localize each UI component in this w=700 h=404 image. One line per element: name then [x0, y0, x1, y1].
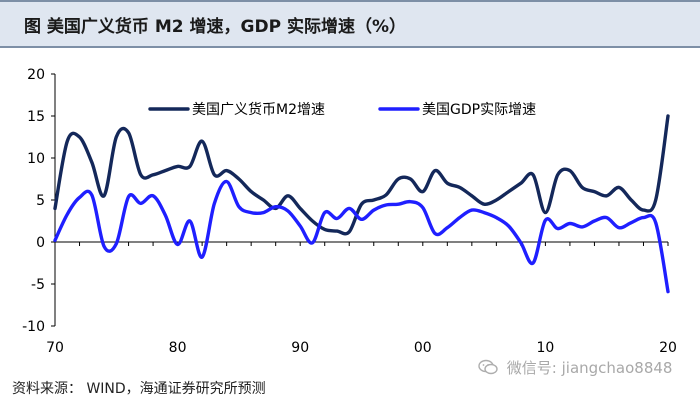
- x-tick-label: 80: [169, 340, 187, 356]
- series-line-m2: [53, 114, 670, 236]
- y-tick-label: 0: [36, 235, 45, 251]
- y-tick-label: 15: [27, 109, 45, 125]
- x-tick-label: 20: [659, 340, 677, 356]
- chart-title: 图 美国广义货币 M2 增速，GDP 实际增速（%）: [24, 17, 406, 37]
- watermark-text: 微信号: jiangchao8848: [506, 359, 673, 377]
- source-note: 资料来源： WIND，海通证券研究所预测: [12, 381, 266, 397]
- title-bar: 图 美国广义货币 M2 增速，GDP 实际增速（%）: [0, 0, 700, 48]
- y-tick-label: 5: [36, 193, 45, 209]
- y-tick-label: -5: [31, 277, 45, 293]
- y-tick-label: 10: [27, 151, 45, 167]
- x-tick-label: 90: [291, 340, 309, 356]
- series-line-gdp: [53, 179, 670, 294]
- legend-label: 美国GDP实际增速: [422, 102, 536, 118]
- watermark: 微信号: jiangchao8848: [478, 357, 672, 379]
- x-tick-label: 00: [414, 340, 432, 356]
- legend-label: 美国广义货币M2增速: [192, 101, 325, 118]
- wechat-icon: [478, 359, 498, 379]
- y-tick-label: -10: [22, 319, 45, 335]
- x-tick-label: 10: [536, 340, 554, 356]
- y-tick-label: 20: [27, 67, 45, 83]
- x-tick-label: 70: [46, 340, 64, 356]
